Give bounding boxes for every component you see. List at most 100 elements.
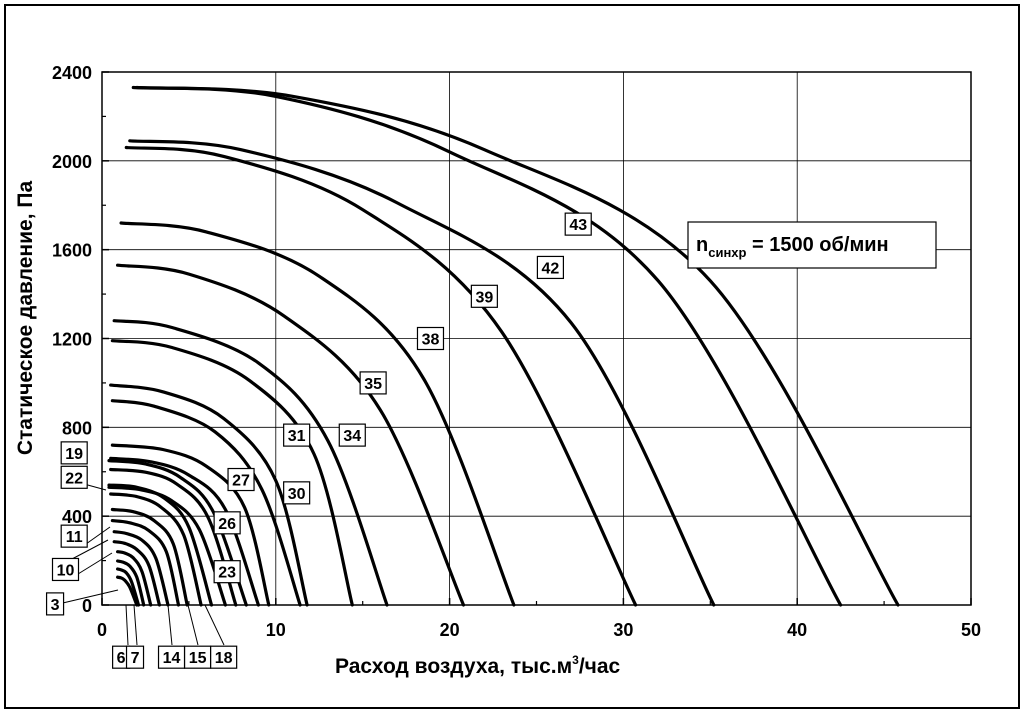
curve-label-39: 39 [470,284,498,308]
curve-label-23: 23 [213,560,241,584]
label-leader-line [71,539,109,560]
fan-curve-19 [107,459,248,607]
y-tick-label: 2400 [52,63,92,83]
curve-label-11: 11 [60,524,88,548]
x-tick-label: 40 [787,620,807,640]
curve-series [107,85,900,607]
x-tick-label: 30 [613,620,633,640]
x-axis-title-sup: 3 [572,653,579,667]
curve-label-text: 42 [542,260,560,277]
curve-label-19: 19 [60,441,88,465]
y-tick-label: 1600 [52,241,92,261]
speed-n: n [696,234,708,256]
curve-label-15: 15 [183,645,212,669]
fan-curve-42 [128,139,716,607]
label-leader-line [77,552,113,575]
fan-curve-31 [109,383,309,607]
curve-label-box [213,511,241,535]
speed-annotation-box [687,221,937,269]
fan-curve-35 [116,263,466,607]
fan-curve-10 [112,540,161,607]
speed-subscript: синхр [708,245,746,260]
x-tick-label: 0 [97,620,107,640]
curve-label-box [210,645,238,669]
curve-label-text: 7 [131,650,140,667]
label-leader-line [204,604,225,646]
axis-ticks: 0 10 20 30 40 50 0 400 800 1200 1600 2000 2400 [52,63,981,640]
curve-label-box [359,371,387,395]
label-leader-line [133,604,138,646]
curve-label-text: 38 [422,332,440,349]
curve-label-30: 30 [283,481,311,505]
y-tick-label: 0 [82,596,92,616]
fan-curve-unlabeled-3 [116,550,153,607]
curve-label-text: 19 [65,446,83,463]
curve-label-text: 27 [232,473,250,490]
curve-label-box [536,255,565,280]
speed-annotation: nсинхр = 1500 об/мин [687,221,937,269]
fan-curve-unlabeled-18 [112,319,389,607]
curve-label-text: 18 [215,650,233,667]
fan-curve-30 [110,399,302,607]
y-axis-title: Статическое давление, Па [14,181,37,456]
curve-label-text: 43 [569,217,587,234]
curve-label-27: 27 [227,467,255,492]
y-tick-label: 400 [62,507,92,527]
curve-label-18: 18 [210,645,238,669]
curve-label-text: 34 [343,428,361,445]
fan-curve-14 [110,519,181,607]
fan-curve-unlabeled-11 [109,467,238,607]
x-tick-label: 50 [961,620,981,640]
fan-curve-15 [110,507,189,607]
label-leader-line [85,526,111,545]
y-tick-label: 800 [62,418,92,438]
x-axis-title-main: Расход воздуха, тыс.м [335,655,572,678]
fan-curve-7 [116,559,146,607]
curve-label-34: 34 [338,423,366,447]
curve-label-box [45,592,65,616]
curve-label-38: 38 [416,326,445,351]
curve-label-14: 14 [157,645,186,669]
fan-curve-38 [119,221,516,607]
curve-label-text: 14 [163,650,181,667]
curve-label-text: 6 [117,650,126,667]
curve-label-box [283,481,311,505]
fan-curve-18 [109,492,203,607]
curve-label-text: 22 [65,470,83,487]
fan-curve-6 [116,567,141,607]
curve-label-box [470,284,498,308]
curve-label-22: 22 [60,465,88,489]
curve-label-box [51,557,80,582]
fan-curve-39 [124,145,638,607]
speed-value: = 1500 об/мин [746,234,888,256]
curve-label-3: 3 [45,592,65,616]
fan-curve-3 [116,575,139,607]
curve-label-text: 39 [475,289,493,306]
curve-label-text: 31 [288,428,306,445]
fan-curve-34 [110,339,354,607]
curve-label-box [564,212,592,236]
fan-curve-43 [131,85,843,607]
curve-label-26: 26 [213,511,241,535]
curve-label-7: 7 [125,645,145,669]
fan-curve-unlabeled-24 [135,85,900,607]
curve-label-42: 42 [536,255,565,280]
curve-label-box [416,326,445,351]
x-tick-label: 20 [440,620,460,640]
curve-label-text: 35 [364,376,382,393]
label-leader-line [167,604,173,646]
fan-curve-22 [107,483,214,607]
speed-annotation-text: nсинхр = 1500 об/мин [696,234,889,260]
curve-label-box [213,560,241,584]
curve-label-text: 3 [51,597,60,614]
curve-label-43: 43 [564,212,592,236]
curve-label-text: 15 [189,650,207,667]
fan-curve-23 [107,485,227,607]
curve-label-text: 26 [218,516,236,533]
curve-label-10: 10 [51,557,80,582]
fan-curve-27 [110,443,271,607]
curve-label-text: 23 [218,565,236,582]
